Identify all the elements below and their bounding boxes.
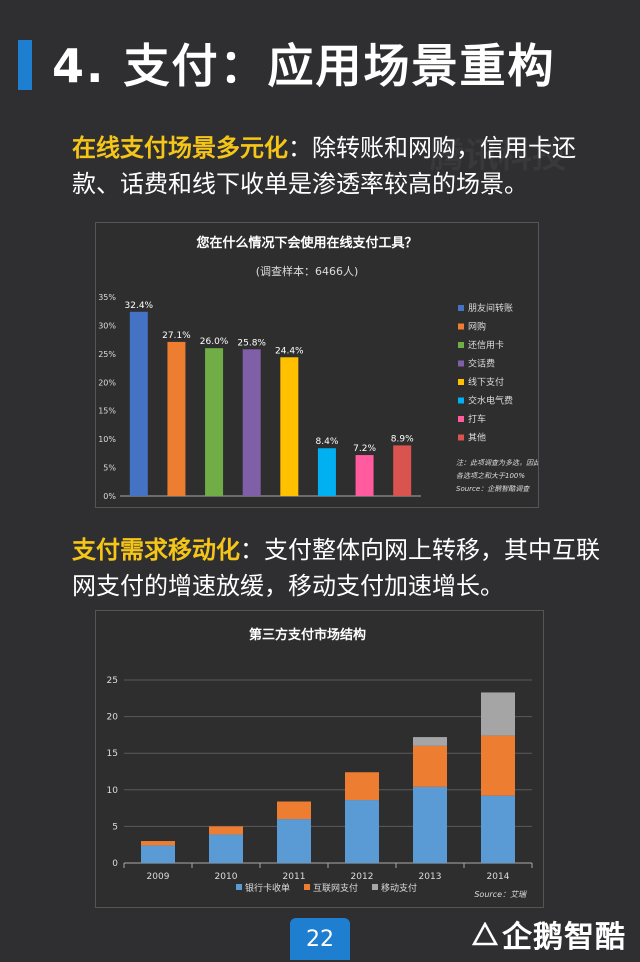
chart1-ytick-label: 5%	[103, 464, 116, 473]
chart2-bar-segment	[481, 692, 515, 736]
chart2-bar-segment	[277, 801, 311, 820]
chart1-value-label: 25.8%	[237, 338, 266, 348]
survey-chart-panel: 您在什么情况下会使用在线支付工具？ (调查样本：6466人) 0% 5% 10% 15% 2…	[95, 222, 541, 508]
chart2-ytick-label: 10	[107, 786, 119, 796]
brand-logo-text: 企鹅智酷	[502, 920, 626, 955]
chart2-bar-segment	[345, 800, 379, 863]
chart1-ytick-label: 0%	[103, 492, 116, 501]
section2-highlight: 支付需求移动化	[72, 536, 240, 564]
chart1-ytick-label: 10%	[98, 435, 116, 444]
chart1-legend-label: 网购	[468, 321, 486, 333]
chart1-legend-swatch	[458, 360, 464, 367]
chart2-legend-label: 移动支付	[381, 882, 417, 894]
chart1-ytick-label: 15%	[98, 407, 116, 416]
chart2-ytick-label: 25	[107, 676, 118, 686]
chart1-title: 您在什么情况下会使用在线支付工具？	[196, 235, 417, 251]
chart2-bar-segment	[141, 841, 175, 846]
chart2-x-label: 2012	[351, 872, 374, 882]
chart1-legend-swatch	[458, 305, 464, 311]
chart1-legend-label: 其他	[468, 432, 486, 444]
survey-bar-chart: 您在什么情况下会使用在线支付工具？ (调查样本：6466人) 0% 5% 10% 15% 2…	[98, 235, 541, 501]
chart1-value-label: 8.4%	[316, 437, 339, 447]
chart1-bar	[167, 341, 186, 496]
chart1-legend-swatch	[458, 323, 464, 330]
penguin-logo-icon	[472, 922, 498, 946]
section1-paragraph: 在线支付场景多元化：除转账和网购，信用卡还款、话费和线下收单是渗透率较高的场景。	[72, 130, 622, 202]
chart1-legend-swatch	[458, 379, 464, 385]
chart1-legend-swatch	[458, 342, 464, 348]
chart2-bar-segment	[413, 786, 447, 863]
section1-text: ：除转账和网购，信用卡还款、话费和线下收单是渗透率较高的场景。	[72, 134, 576, 198]
chart1-ytick-label: 25%	[98, 350, 116, 359]
page-title: 4. 支付：应用场景重构	[52, 39, 556, 93]
chart1-value-label: 8.9%	[391, 434, 414, 444]
chart2-ytick-label: 5	[112, 822, 118, 832]
chart2-bar-segment	[209, 826, 243, 835]
chart2-legend-swatch	[304, 884, 310, 890]
chart2-legend-swatch	[236, 884, 242, 890]
chart2-x-label: 2009	[147, 872, 170, 882]
chart1-legend-label: 线下支付	[468, 376, 504, 388]
chart1-bar	[317, 448, 336, 496]
chart1-legend-label: 交话费	[468, 358, 495, 370]
chart2-bar-segment	[141, 845, 175, 863]
chart2-bar-segment	[345, 772, 379, 801]
chart1-ytick-label: 35%	[98, 293, 116, 302]
chart1-note-line: 注：此项调查为多选，因此	[456, 459, 538, 467]
chart1-value-label: 7.2%	[353, 444, 376, 454]
market-stacked-chart: 第三方支付市场结构 0 5 10 15 20 25 2009 2010 2011 2012 2013 2…	[107, 627, 533, 899]
section2-paragraph: 支付需求移动化：支付整体向网上转移，其中互联网支付的增速放缓，移动支付加速增长。	[72, 532, 622, 604]
watermark-text: 腾讯科技	[430, 136, 566, 176]
chart1-bar	[393, 445, 412, 496]
chart2-title: 第三方支付市场结构	[249, 627, 366, 643]
chart2-ytick-label: 0	[112, 859, 118, 869]
chart1-note-line: 各选项之和大于100%	[456, 472, 525, 480]
chart2-legend-label: 互联网支付	[313, 882, 358, 894]
title-accent-bar	[18, 40, 32, 90]
chart2-x-label: 2013	[419, 872, 442, 882]
chart2-legend-label: 银行卡收单	[245, 882, 290, 894]
chart2-bar-segment	[413, 745, 447, 787]
chart1-legend-label: 朋友间转账	[468, 302, 513, 314]
chart1-bar	[355, 455, 374, 496]
chart2-ytick-label: 20	[107, 713, 119, 723]
chart2-bar-segment	[209, 834, 243, 863]
chart2-bar-segment	[481, 795, 515, 863]
chart1-ytick-label: 30%	[98, 321, 116, 330]
chart1-value-label: 32.4%	[125, 301, 154, 311]
chart1-legend-swatch	[458, 397, 464, 404]
chart2-ytick-label: 15	[107, 749, 118, 759]
chart1-value-label: 26.0%	[200, 337, 229, 347]
chart1-value-label: 24.4%	[275, 346, 304, 356]
chart2-bar-segment	[413, 737, 447, 746]
chart2-bar-segment	[277, 819, 311, 863]
chart2-x-label: 2014	[487, 872, 510, 882]
chart2-x-label: 2010	[215, 872, 238, 882]
chart1-bar	[129, 311, 148, 496]
chart2-bar-segment	[481, 735, 515, 796]
chart1-legend-label: 打车	[468, 413, 486, 425]
chart1-legend-label: 交水电气费	[468, 395, 513, 407]
chart1-note-line: Source：企鹅智酷调查	[456, 485, 530, 493]
chart1-legend-swatch	[458, 416, 464, 422]
chart1-ytick-label: 20%	[98, 378, 116, 387]
chart1-bar	[242, 349, 261, 496]
chart1-value-label: 27.1%	[162, 331, 191, 341]
chart2-x-label: 2011	[283, 872, 306, 882]
chart1-bar	[280, 357, 299, 496]
chart1-legend-swatch	[458, 434, 464, 441]
chart1-bar	[205, 348, 224, 496]
market-chart-panel: 第三方支付市场结构 0 5 10 15 20 25 2009 2010 2011 2012 2013 2…	[95, 610, 544, 908]
chart1-subtitle: (调查样本：6466人)	[256, 264, 359, 278]
chart2-legend-swatch	[372, 884, 378, 890]
section2-text: ：支付整体向网上转移，其中互联网支付的增速放缓，移动支付加速增长。	[72, 536, 600, 600]
page-number: 22	[290, 918, 350, 960]
chart1-legend-label: 还信用卡	[468, 339, 504, 351]
chart2-source: Source：艾瑞	[474, 890, 527, 899]
section1-highlight: 在线支付场景多元化	[72, 134, 288, 162]
